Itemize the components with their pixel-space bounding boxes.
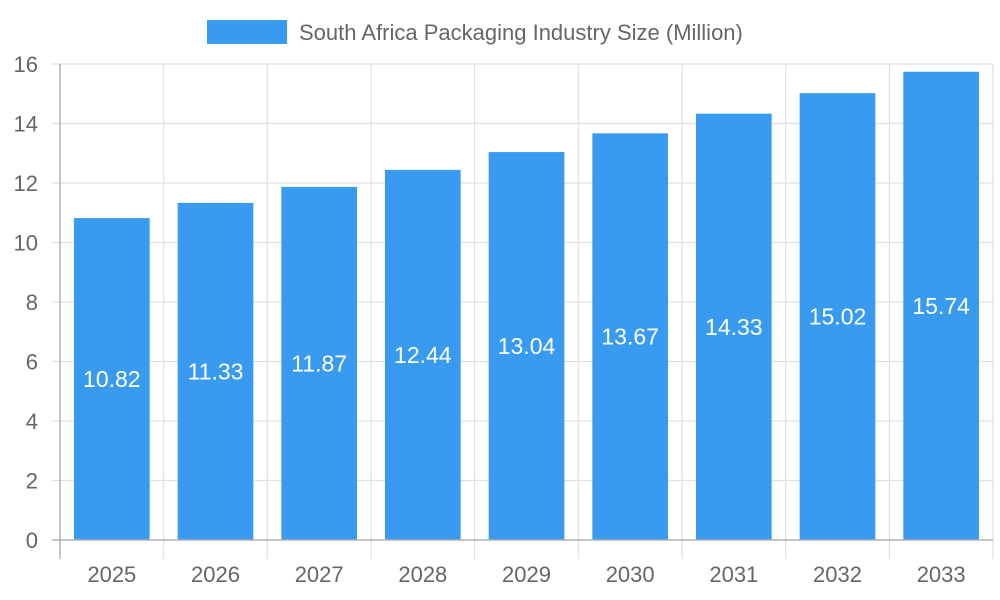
y-tick-label: 6 <box>26 350 38 375</box>
legend-label: South Africa Packaging Industry Size (Mi… <box>299 20 743 45</box>
data-label: 13.67 <box>601 324 659 350</box>
bar <box>488 152 565 540</box>
y-tick-label: 2 <box>26 469 38 494</box>
bar <box>696 113 772 541</box>
bar <box>799 93 876 540</box>
data-label: 15.74 <box>912 293 970 319</box>
bar <box>903 71 979 541</box>
y-tick-label: 4 <box>26 409 38 434</box>
y-tick-label: 12 <box>14 171 38 196</box>
bar <box>177 202 254 540</box>
x-tick-label: 2029 <box>502 562 551 587</box>
x-tick-label: 2025 <box>87 562 136 587</box>
bar <box>281 186 357 540</box>
x-tick-label: 2030 <box>606 562 655 587</box>
data-label: 11.33 <box>188 358 244 384</box>
y-tick-label: 10 <box>14 231 38 256</box>
bars: 10.82 11.33 11.87 12.44 13.04 13.67 14.33 15.02… <box>74 71 979 541</box>
legend-swatch <box>207 20 287 44</box>
y-tick-label: 8 <box>26 290 38 315</box>
data-label: 15.02 <box>809 304 867 330</box>
bar <box>74 218 150 541</box>
data-label: 14.33 <box>705 314 763 340</box>
x-tick-label: 2031 <box>709 562 758 587</box>
data-label: 12.44 <box>394 342 452 368</box>
bar <box>385 169 461 540</box>
legend[interactable]: South Africa Packaging Industry Size (Mi… <box>207 20 743 45</box>
y-tick-label: 16 <box>14 52 38 77</box>
x-tick-label: 2033 <box>917 562 966 587</box>
y-tick-label: 0 <box>26 528 38 553</box>
axes: 0 2 4 6 8 10 12 14 16 2025 2026 2027 2028 2029 2030 203… <box>14 52 993 587</box>
data-label: 13.04 <box>498 333 556 359</box>
data-label: 11.87 <box>291 350 347 376</box>
bar <box>592 133 668 540</box>
x-tick-label: 2028 <box>398 562 447 587</box>
x-tick-label: 2032 <box>813 562 862 587</box>
x-tick-label: 2026 <box>191 562 240 587</box>
x-tick-label: 2027 <box>295 562 344 587</box>
y-tick-label: 14 <box>14 112 38 137</box>
data-label: 10.82 <box>83 366 141 392</box>
